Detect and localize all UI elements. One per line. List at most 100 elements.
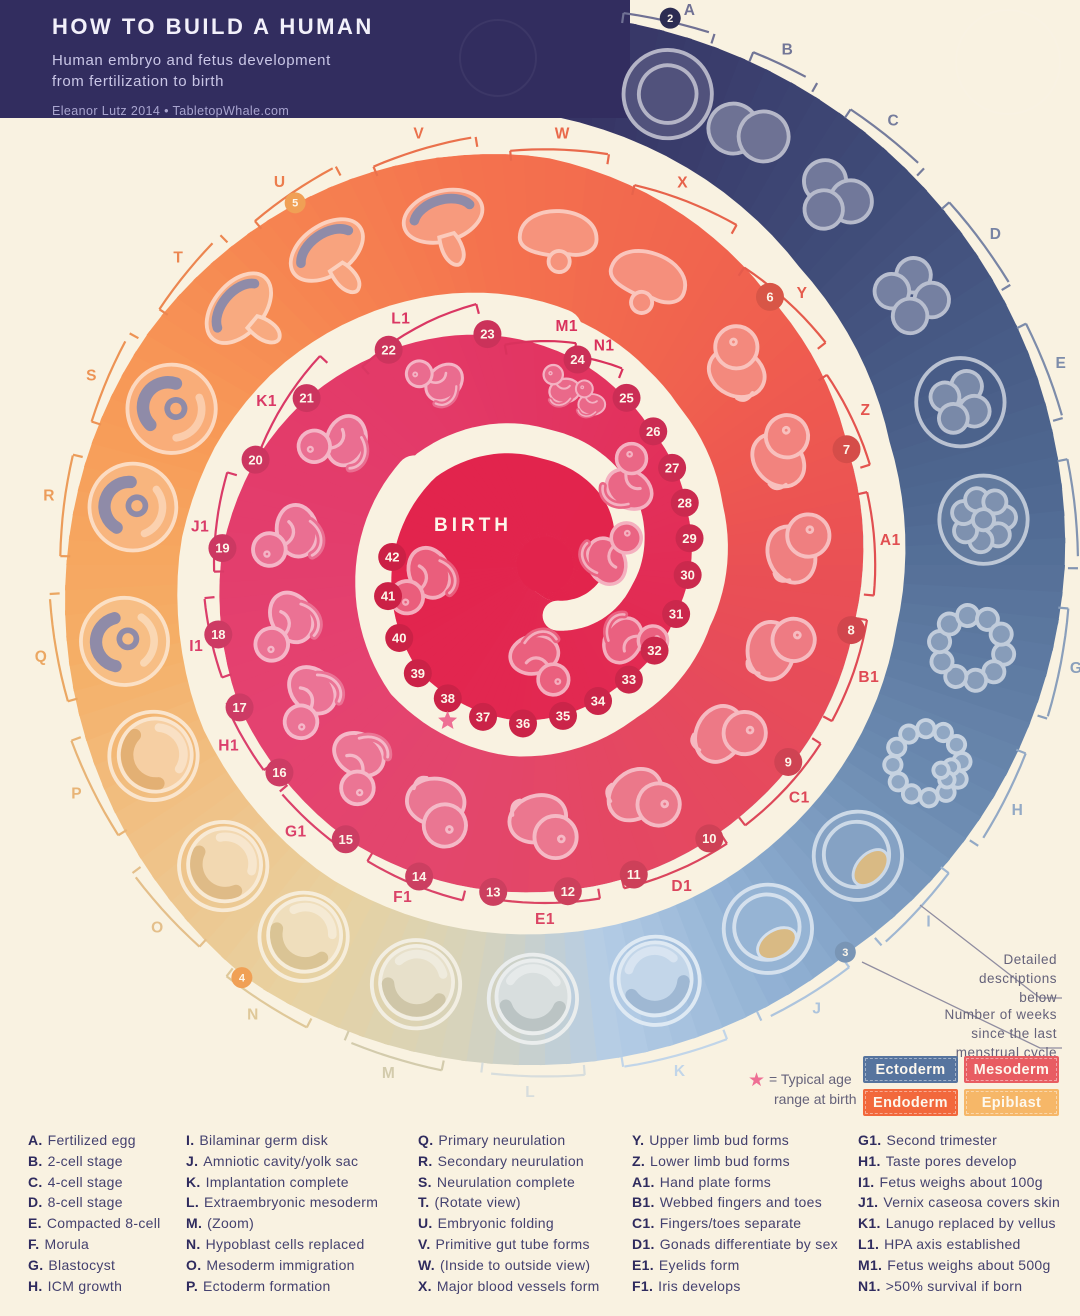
stage-description-column-2: I. Bilaminar germ disk J. Amniotic cavity/y… xyxy=(186,1130,378,1296)
week-badge-25 xyxy=(612,383,641,412)
connector-detailed xyxy=(919,904,1062,999)
week-number-37: 37 xyxy=(476,709,490,724)
stage-description-column-5: G1. Second trimester H1. Taste pores develo… xyxy=(858,1130,1060,1296)
embryo-illustration-blastJ xyxy=(721,882,814,975)
stage-brackets: ABCDEFGHIJKLMNOPQRSTUVWXYZA1B1C1D1E1F1G1… xyxy=(35,2,1080,1101)
week-badge-22 xyxy=(374,335,403,364)
stage-description-M1: M1. Fetus weighs about 500g xyxy=(858,1256,1051,1273)
week-number-9: 9 xyxy=(785,755,792,770)
stage-description-H: H. ICM growth xyxy=(28,1277,123,1294)
stage-letter-D1: D1 xyxy=(671,878,692,895)
annotation-lines xyxy=(861,904,1062,1049)
embryo-illustration-cells4 xyxy=(872,256,951,336)
embryo-illustration-sac xyxy=(486,952,579,1045)
stage-letter-J1: J1 xyxy=(191,518,209,535)
stage-bracket-Z xyxy=(825,374,871,466)
stage-letter-K1: K1 xyxy=(256,393,277,410)
week-number-39: 39 xyxy=(411,666,425,681)
week-number-20: 20 xyxy=(248,452,262,467)
stage-description-G1: G1. Second trimester xyxy=(858,1132,998,1148)
week-number-29: 29 xyxy=(682,531,696,546)
stage-bracket-I xyxy=(885,872,950,943)
week-badge-27 xyxy=(658,453,687,482)
germ-layer-legend: Ectoderm Mesoderm Endoderm Epiblast xyxy=(863,1056,1059,1116)
embryo-illustration-fetus xyxy=(508,627,571,697)
week-badge-12 xyxy=(553,877,582,906)
week-number-28: 28 xyxy=(678,495,692,510)
stage-letter-R: R xyxy=(43,487,55,504)
stage-description-G: G. Blastocyst xyxy=(28,1256,116,1273)
week-badge-4 xyxy=(231,967,253,989)
stage-description-V: V. Primitive gut tube forms xyxy=(418,1235,590,1252)
week-number-8: 8 xyxy=(848,623,855,638)
embryo-illustration-embryo xyxy=(690,704,768,764)
week-number-11: 11 xyxy=(627,867,641,882)
week-number-35: 35 xyxy=(556,709,570,724)
embryo-illustration-fetus xyxy=(296,414,370,473)
week-badge-31 xyxy=(662,600,691,629)
stage-letter-A1: A1 xyxy=(880,532,901,549)
week-badge-6 xyxy=(755,282,784,311)
stage-bracket-N1 xyxy=(589,357,623,370)
stage-bracket-B1 xyxy=(831,619,869,722)
week-number-26: 26 xyxy=(646,424,660,439)
stage-description-M: M. (Zoom) xyxy=(186,1215,255,1232)
embryo-illustration-sac xyxy=(257,890,350,983)
week-badge-42 xyxy=(378,542,407,571)
embryo-illustration-fetus xyxy=(251,503,326,568)
stage-description-D1: D1. Gonads differentiate by sex xyxy=(632,1235,838,1252)
title-banner xyxy=(0,0,1061,118)
spiral-center xyxy=(517,537,573,593)
star-icon: ★ xyxy=(748,1070,766,1091)
banner-rect xyxy=(0,0,630,118)
week-number-12: 12 xyxy=(561,884,575,899)
stage-bracket-E xyxy=(1025,323,1063,416)
embryo-illustration-sac xyxy=(107,709,200,802)
week-badge-2 xyxy=(659,7,681,29)
stage-description-F1: F1. Iris develops xyxy=(632,1277,741,1294)
stage-letter-S: S xyxy=(86,367,97,384)
stage-letter-D: D xyxy=(990,226,1002,243)
embryo-illustration-blastI xyxy=(811,809,904,902)
week-badge-37 xyxy=(469,702,498,731)
stage-letter-E: E xyxy=(1056,355,1067,372)
stage-letter-H: H xyxy=(1012,802,1024,819)
week-badge-19 xyxy=(208,534,237,563)
stage-bracket-F xyxy=(1066,458,1079,557)
week-number-15: 15 xyxy=(339,832,353,847)
embryo-illustration-disc xyxy=(125,362,218,455)
week-badge-18 xyxy=(204,620,233,649)
stage-letter-T: T xyxy=(173,249,183,266)
stage-letter-N1: N1 xyxy=(594,338,615,355)
stage-description-E: E. Compacted 8-cell xyxy=(28,1215,161,1232)
embryo-illustration-fold xyxy=(288,217,365,295)
stage-letter-A: A xyxy=(684,2,696,19)
stage-bracket-K1 xyxy=(256,355,321,458)
stage-bracket-O xyxy=(134,876,201,948)
stage-letter-U: U xyxy=(274,174,286,191)
stage-description-K: K. Implantation complete xyxy=(186,1173,349,1190)
week-badge-15 xyxy=(331,825,360,854)
week-badge-17 xyxy=(225,693,254,722)
subtitle-line2: from fertilization to birth xyxy=(52,73,225,90)
week-badge-35 xyxy=(548,701,577,730)
week-badge-32 xyxy=(640,636,669,665)
week-number-30: 30 xyxy=(680,568,694,583)
stage-letter-H1: H1 xyxy=(218,737,239,754)
embryo-illustration-embryo xyxy=(765,512,832,585)
stage-bracket-D xyxy=(948,201,1010,283)
legend-chip-epiblast: Epiblast xyxy=(964,1089,1059,1116)
embryo-illustration-fold xyxy=(401,187,485,267)
week-number-32: 32 xyxy=(647,643,661,658)
embryo-illustration-disc xyxy=(87,461,179,553)
stage-description-D: D. 8-cell stage xyxy=(28,1194,123,1211)
embryo-illustration-fetus xyxy=(282,665,346,741)
illustrations xyxy=(79,48,1030,1045)
embryo-illustration-fetus xyxy=(542,363,582,408)
credit-line: Eleanor Lutz 2014 • TabletopWhale.com xyxy=(52,104,290,118)
week-badge-13 xyxy=(479,877,508,906)
stage-letter-G: G xyxy=(1070,660,1080,677)
embryo-illustration-fetus xyxy=(578,521,643,586)
week-number-25: 25 xyxy=(619,390,633,405)
note-detailed-descriptions: Detailed descriptions below xyxy=(978,952,1057,1005)
